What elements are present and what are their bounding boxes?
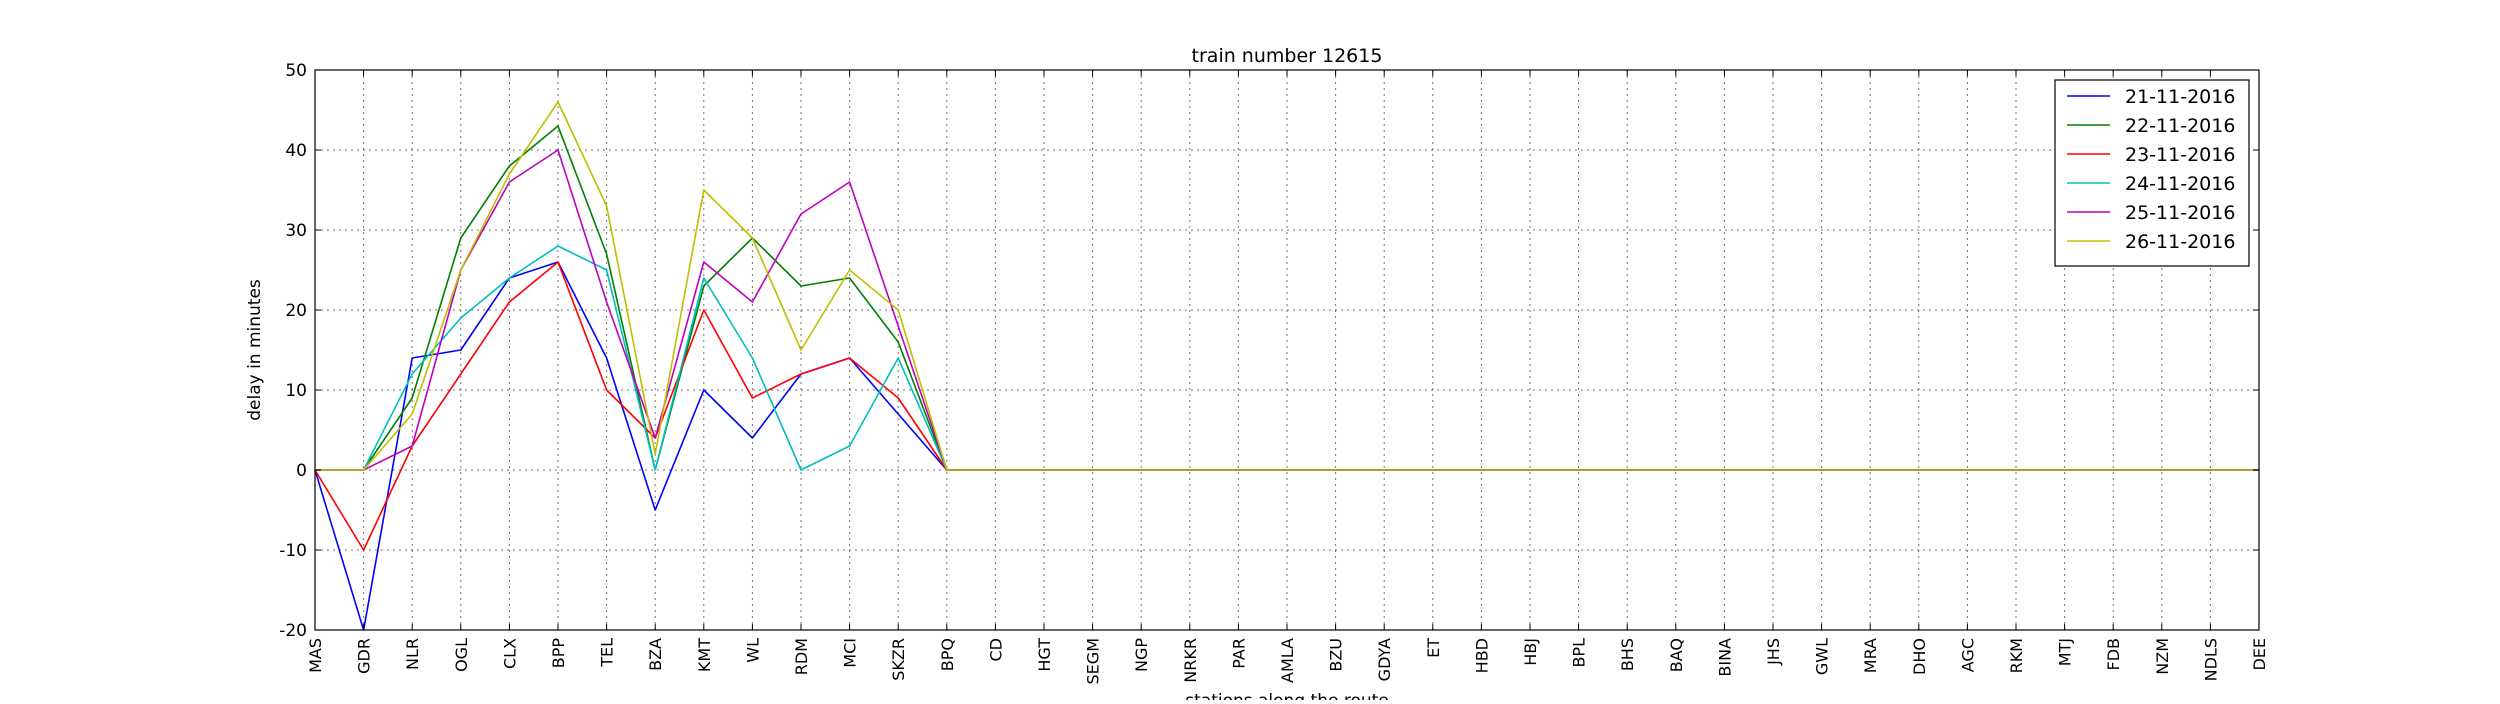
x-tick-label: BINA (1715, 638, 1734, 677)
y-tick-label: 40 (285, 141, 307, 161)
x-tick-label: HBD (1472, 638, 1491, 673)
x-tick-label: HGT (1035, 638, 1054, 672)
y-axis-label: delay in minutes (245, 279, 265, 421)
x-tick-label: AMLA (1278, 638, 1297, 683)
x-axis-label: stations along the route (1185, 691, 1389, 700)
y-tick-label: -10 (279, 541, 307, 561)
x-tick-label: BZU (1327, 638, 1346, 672)
y-tick-label: 10 (285, 381, 307, 401)
x-tick-label: TEL (598, 638, 617, 668)
x-tick-label: GWL (1813, 638, 1832, 675)
x-tick-label: DHO (1910, 638, 1929, 675)
x-tick-label: CLX (500, 638, 519, 669)
x-tick-label: GDYA (1375, 638, 1394, 681)
x-tick-label: BZA (646, 638, 665, 671)
x-tick-label: HBJ (1521, 638, 1540, 666)
x-tick-label: DEE (2250, 638, 2269, 671)
x-tick-label: MCI (841, 638, 860, 668)
x-tick-label: AGC (1958, 638, 1977, 672)
x-tick-label: GDR (355, 638, 374, 674)
x-tick-label: RKM (2007, 638, 2026, 673)
legend-label: 26-11-2016 (2125, 231, 2235, 253)
x-tick-label: BPP (549, 638, 568, 669)
y-tick-label: 0 (296, 461, 307, 481)
x-tick-label: MTJ (2056, 638, 2075, 666)
x-tick-label: NLR (403, 638, 422, 670)
y-tick-label: 30 (285, 221, 307, 241)
axis-ticks: MAS GDR NLR OGL CLX BPP TEL BZA KMT WL RDM MCI SKZR B… (279, 61, 2269, 684)
x-tick-label: MRA (1861, 638, 1880, 673)
legend-label: 25-11-2016 (2125, 202, 2235, 224)
x-tick-label: BHS (1618, 638, 1637, 671)
x-tick-label: FDB (2104, 638, 2123, 671)
chart-title: train number 12615 (1192, 45, 1383, 67)
x-tick-label: SEGM (1084, 638, 1103, 684)
legend: 21-11-2016 22-11-2016 23-11-2016 24-11-2016… (2054, 79, 2250, 267)
x-tick-label: JHS (1764, 638, 1783, 666)
x-tick-label: BPL (1570, 638, 1589, 668)
legend-label: 22-11-2016 (2125, 115, 2235, 137)
x-tick-label: ET (1424, 638, 1443, 658)
x-tick-label: RDM (792, 638, 811, 675)
x-tick-label: SKZR (889, 638, 908, 681)
x-tick-label: BPQ (938, 638, 957, 671)
x-tick-label: CD (986, 638, 1005, 662)
x-tick-label: PAR (1229, 638, 1248, 669)
x-tick-label: MAS (306, 638, 325, 673)
series-lines (314, 101, 2259, 631)
x-tick-label: NDLS (2201, 638, 2220, 681)
y-tick-label: 20 (285, 301, 307, 321)
x-tick-label: BAQ (1667, 638, 1686, 672)
x-tick-label: KMT (695, 638, 714, 672)
series-line-6 (315, 101, 2259, 471)
x-tick-label: NZM (2153, 638, 2172, 675)
legend-label: 23-11-2016 (2125, 144, 2235, 166)
legend-box (2054, 79, 2250, 267)
legend-label: 24-11-2016 (2125, 173, 2235, 195)
x-tick-label: NRKR (1181, 638, 1200, 683)
x-tick-label: WL (743, 638, 762, 663)
legend-label: 21-11-2016 (2125, 86, 2235, 108)
y-tick-label: 50 (285, 61, 307, 81)
y-tick-label: -20 (279, 621, 307, 641)
x-tick-label: OGL (452, 638, 471, 672)
x-tick-label: NGP (1132, 638, 1151, 672)
